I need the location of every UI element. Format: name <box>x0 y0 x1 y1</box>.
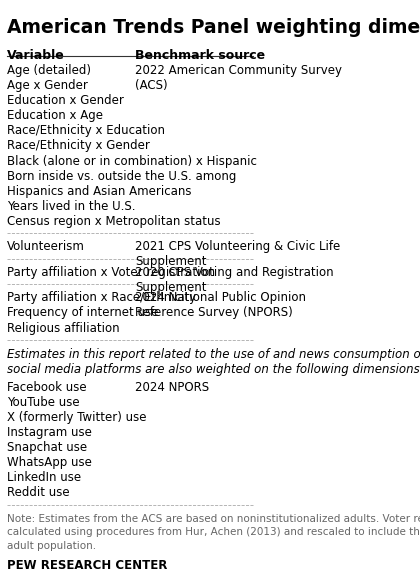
Text: Age x Gender: Age x Gender <box>7 80 87 92</box>
Text: Education x Age: Education x Age <box>7 110 102 122</box>
Text: Education x Gender: Education x Gender <box>7 95 123 107</box>
Text: Supplement: Supplement <box>135 255 207 268</box>
Text: Race/Ethnicity x Education: Race/Ethnicity x Education <box>7 125 165 137</box>
Text: adult population.: adult population. <box>7 541 96 551</box>
Text: calculated using procedures from Hur, Achen (2013) and rescaled to include the t: calculated using procedures from Hur, Ac… <box>7 527 420 537</box>
Text: Variable: Variable <box>7 48 64 62</box>
Text: Party affiliation x Race/Ethnicity: Party affiliation x Race/Ethnicity <box>7 291 196 305</box>
Text: Black (alone or in combination) x Hispanic: Black (alone or in combination) x Hispan… <box>7 155 257 167</box>
Text: Facebook use: Facebook use <box>7 381 86 394</box>
Text: Age (detailed): Age (detailed) <box>7 65 91 77</box>
Text: Frequency of internet use: Frequency of internet use <box>7 306 158 320</box>
Text: 2024 NPORS: 2024 NPORS <box>135 381 209 394</box>
Text: Hispanics and Asian Americans: Hispanics and Asian Americans <box>7 185 191 197</box>
Text: YouTube use: YouTube use <box>7 396 79 409</box>
Text: Reference Survey (NPORS): Reference Survey (NPORS) <box>135 306 293 320</box>
Text: Party affiliation x Voter registration: Party affiliation x Voter registration <box>7 266 215 279</box>
Text: social media platforms are also weighted on the following dimensions:: social media platforms are also weighted… <box>7 364 420 376</box>
Text: Reddit use: Reddit use <box>7 486 69 499</box>
Text: Years lived in the U.S.: Years lived in the U.S. <box>7 200 135 212</box>
Text: Born inside vs. outside the U.S. among: Born inside vs. outside the U.S. among <box>7 170 236 182</box>
Text: PEW RESEARCH CENTER: PEW RESEARCH CENTER <box>7 560 167 572</box>
Text: Volunteerism: Volunteerism <box>7 240 84 253</box>
Text: Note: Estimates from the ACS are based on noninstitutionalized adults. Voter reg: Note: Estimates from the ACS are based o… <box>7 514 420 523</box>
Text: LinkedIn use: LinkedIn use <box>7 471 81 484</box>
Text: Benchmark source: Benchmark source <box>135 48 265 62</box>
Text: 2024 National Public Opinion: 2024 National Public Opinion <box>135 291 306 305</box>
Text: (ACS): (ACS) <box>135 80 168 92</box>
Text: 2021 CPS Volunteering & Civic Life: 2021 CPS Volunteering & Civic Life <box>135 240 340 253</box>
Text: Religious affiliation: Religious affiliation <box>7 321 119 335</box>
Text: Supplement: Supplement <box>135 281 207 294</box>
Text: Estimates in this report related to the use of and news consumption on individua: Estimates in this report related to the … <box>7 349 420 361</box>
Text: X (formerly Twitter) use: X (formerly Twitter) use <box>7 411 146 424</box>
Text: WhatsApp use: WhatsApp use <box>7 456 92 469</box>
Text: Snapchat use: Snapchat use <box>7 441 87 454</box>
Text: Race/Ethnicity x Gender: Race/Ethnicity x Gender <box>7 140 150 152</box>
Text: Instagram use: Instagram use <box>7 426 92 439</box>
Text: American Trends Panel weighting dimensions: American Trends Panel weighting dimensio… <box>7 18 420 37</box>
Text: Census region x Metropolitan status: Census region x Metropolitan status <box>7 215 220 227</box>
Text: 2020 CPS Voting and Registration: 2020 CPS Voting and Registration <box>135 266 333 279</box>
Text: 2022 American Community Survey: 2022 American Community Survey <box>135 65 342 77</box>
